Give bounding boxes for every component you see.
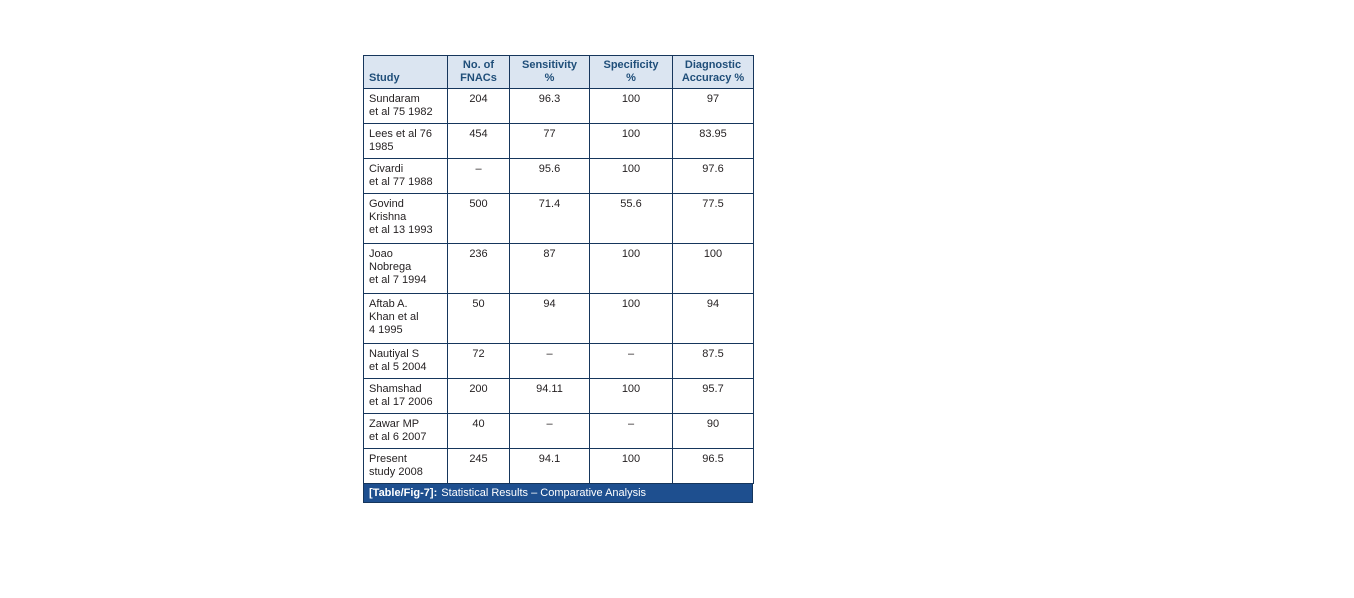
cell-accuracy: 96.5 <box>672 448 754 484</box>
cell-sensitivity: 96.3 <box>509 88 590 124</box>
cell-accuracy: 97.6 <box>672 158 754 194</box>
cell-specificity: 100 <box>589 448 673 484</box>
col-header-sensitivity: Sensitivity % <box>509 55 590 89</box>
cell-specificity: 100 <box>589 88 673 124</box>
cell-fnacs: 245 <box>447 448 510 484</box>
cell-accuracy: 87.5 <box>672 343 754 379</box>
table-row: Joao Nobrega et al 7 1994 236 87 100 100 <box>363 243 754 294</box>
col-header-specificity: Specificity % <box>589 55 673 89</box>
cell-sensitivity: 94.1 <box>509 448 590 484</box>
cell-specificity: – <box>589 413 673 449</box>
cell-fnacs: 204 <box>447 88 510 124</box>
cell-study: Shamshad et al 17 2006 <box>363 378 448 414</box>
cell-accuracy: 100 <box>672 243 754 294</box>
cell-fnacs: 72 <box>447 343 510 379</box>
caption-text: Statistical Results – Comparative Analys… <box>441 487 647 499</box>
cell-study: Nautiyal S et al 5 2004 <box>363 343 448 379</box>
cell-accuracy: 95.7 <box>672 378 754 414</box>
col-header-fnacs: No. of FNACs <box>447 55 510 89</box>
cell-sensitivity: 77 <box>509 123 590 159</box>
cell-sensitivity: 94 <box>509 293 590 344</box>
table-row: Civardi et al 77 1988–95.6 100 97.6 <box>363 158 754 194</box>
cell-accuracy: 94 <box>672 293 754 344</box>
cell-accuracy: 90 <box>672 413 754 449</box>
cell-study: Govind Krishna et al 13 1993 <box>363 193 448 244</box>
results-table: Study No. of FNACs Sensitivity % Specificit… <box>363 55 754 484</box>
col-header-accuracy: Diagnostic Accuracy % <box>672 55 754 89</box>
cell-specificity: 100 <box>589 243 673 294</box>
cell-fnacs: – <box>447 158 510 194</box>
cell-fnacs: 454 <box>447 123 510 159</box>
table-row: Lees et al 76 1985 454 77 100 83.95 <box>363 123 754 159</box>
table-row: Shamshad et al 17 2006 200 94.11 100 95.7 <box>363 378 754 414</box>
cell-fnacs: 500 <box>447 193 510 244</box>
cell-study: Present study 2008 <box>363 448 448 484</box>
cell-study: Zawar MP et al 6 2007 <box>363 413 448 449</box>
table-row: Nautiyal S et al 5 2004 72– –87.5 <box>363 343 754 379</box>
cell-specificity: 100 <box>589 158 673 194</box>
table-row: Govind Krishna et al 13 1993 500 71.4 55.6 7… <box>363 193 754 244</box>
cell-specificity: 100 <box>589 293 673 344</box>
cell-study: Lees et al 76 1985 <box>363 123 448 159</box>
caption-label: [Table/Fig-7]: <box>369 487 438 499</box>
cell-study: Sundaram et al 75 1982 <box>363 88 448 124</box>
cell-sensitivity: 71.4 <box>509 193 590 244</box>
cell-specificity: 100 <box>589 123 673 159</box>
cell-fnacs: 236 <box>447 243 510 294</box>
cell-sensitivity: – <box>509 413 590 449</box>
cell-specificity: – <box>589 343 673 379</box>
header-row: Study No. of FNACs Sensitivity % Specificit… <box>363 55 754 89</box>
table-caption: [Table/Fig-7]: Statistical Results – Comp… <box>363 484 753 503</box>
cell-accuracy: 77.5 <box>672 193 754 244</box>
table-row: Sundaram et al 75 1982 204 96.3 100 97 <box>363 88 754 124</box>
comparative-analysis-figure: Study No. of FNACs Sensitivity % Specificit… <box>363 55 754 503</box>
cell-accuracy: 83.95 <box>672 123 754 159</box>
table-row: Aftab A. Khan et al 4 1995 50 94 100 94 <box>363 293 754 344</box>
cell-sensitivity: 95.6 <box>509 158 590 194</box>
col-header-study: Study <box>363 55 448 89</box>
cell-study: Joao Nobrega et al 7 1994 <box>363 243 448 294</box>
cell-fnacs: 40 <box>447 413 510 449</box>
cell-specificity: 55.6 <box>589 193 673 244</box>
table-row: Present study 2008 245 94.1 100 96.5 <box>363 448 754 484</box>
cell-specificity: 100 <box>589 378 673 414</box>
cell-fnacs: 50 <box>447 293 510 344</box>
cell-study: Civardi et al 77 1988 <box>363 158 448 194</box>
cell-sensitivity: 87 <box>509 243 590 294</box>
cell-sensitivity: – <box>509 343 590 379</box>
cell-accuracy: 97 <box>672 88 754 124</box>
table-row: Zawar MP et al 6 2007 40– –90 <box>363 413 754 449</box>
cell-fnacs: 200 <box>447 378 510 414</box>
cell-study: Aftab A. Khan et al 4 1995 <box>363 293 448 344</box>
cell-sensitivity: 94.11 <box>509 378 590 414</box>
